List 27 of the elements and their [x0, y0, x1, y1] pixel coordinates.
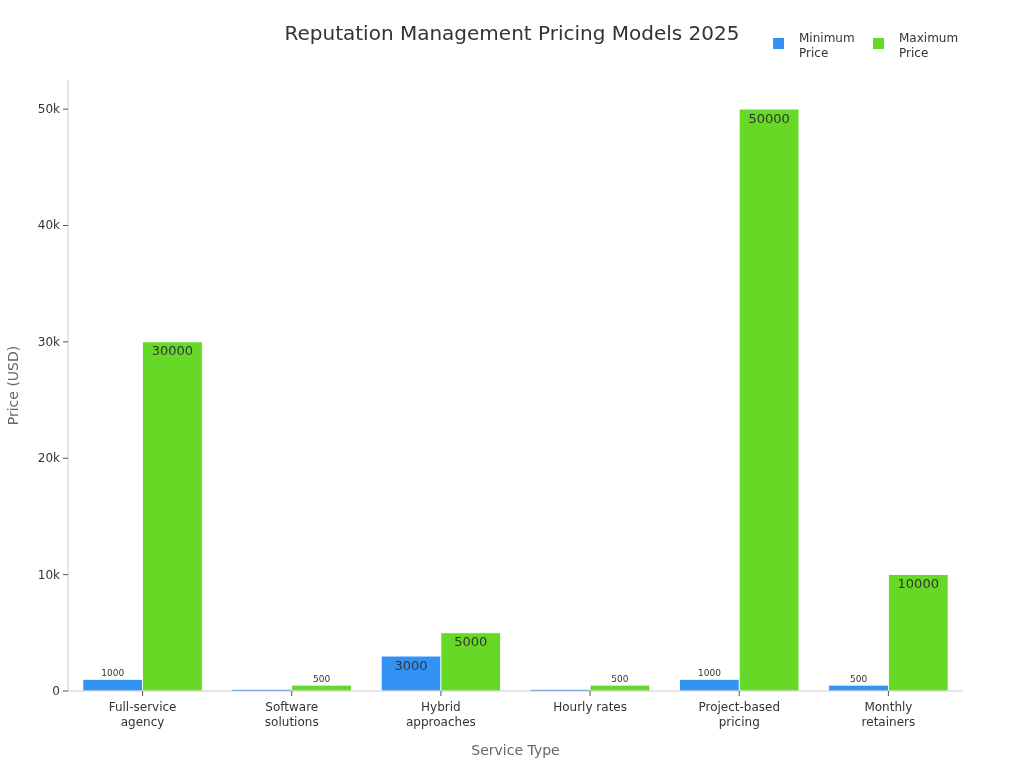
- data-label: 5000: [454, 634, 488, 650]
- data-label: 1000: [101, 668, 125, 679]
- x-tick-label: Full-service agency: [108, 700, 177, 729]
- y-tick-label: 10k: [37, 567, 61, 582]
- data-label: 3000: [394, 657, 428, 673]
- data-label: 10000: [897, 576, 939, 592]
- x-tick-label: Hybrid approaches: [406, 700, 476, 729]
- x-axis-title: Service Type: [471, 742, 560, 758]
- legend-label: Maximum Price: [899, 31, 959, 60]
- y-tick-label: 50k: [37, 102, 61, 117]
- data-label: 30000: [151, 343, 194, 359]
- data-label: 500: [849, 673, 868, 684]
- chart-title: Reputation Management Pricing Models 2025: [284, 21, 740, 45]
- y-tick-label: 20k: [37, 451, 61, 466]
- data-label: 500: [611, 673, 629, 684]
- legend-label: Minimum Price: [799, 31, 855, 60]
- y-tick-label: 30k: [37, 334, 61, 349]
- y-tick-label: 0: [52, 684, 60, 698]
- x-tick-label: Monthly retainers: [861, 700, 916, 729]
- y-tick-label: 40k: [37, 218, 61, 233]
- data-label: 500: [312, 673, 331, 684]
- y-axis-title: Price (USD): [5, 345, 21, 426]
- x-tick-label: Hourly rates: [553, 700, 627, 714]
- x-tick-label: Project-based pricing: [698, 700, 781, 729]
- x-tick-label: Software solutions: [264, 700, 319, 729]
- data-label: 1000: [697, 668, 722, 679]
- data-label: 50000: [748, 110, 790, 126]
